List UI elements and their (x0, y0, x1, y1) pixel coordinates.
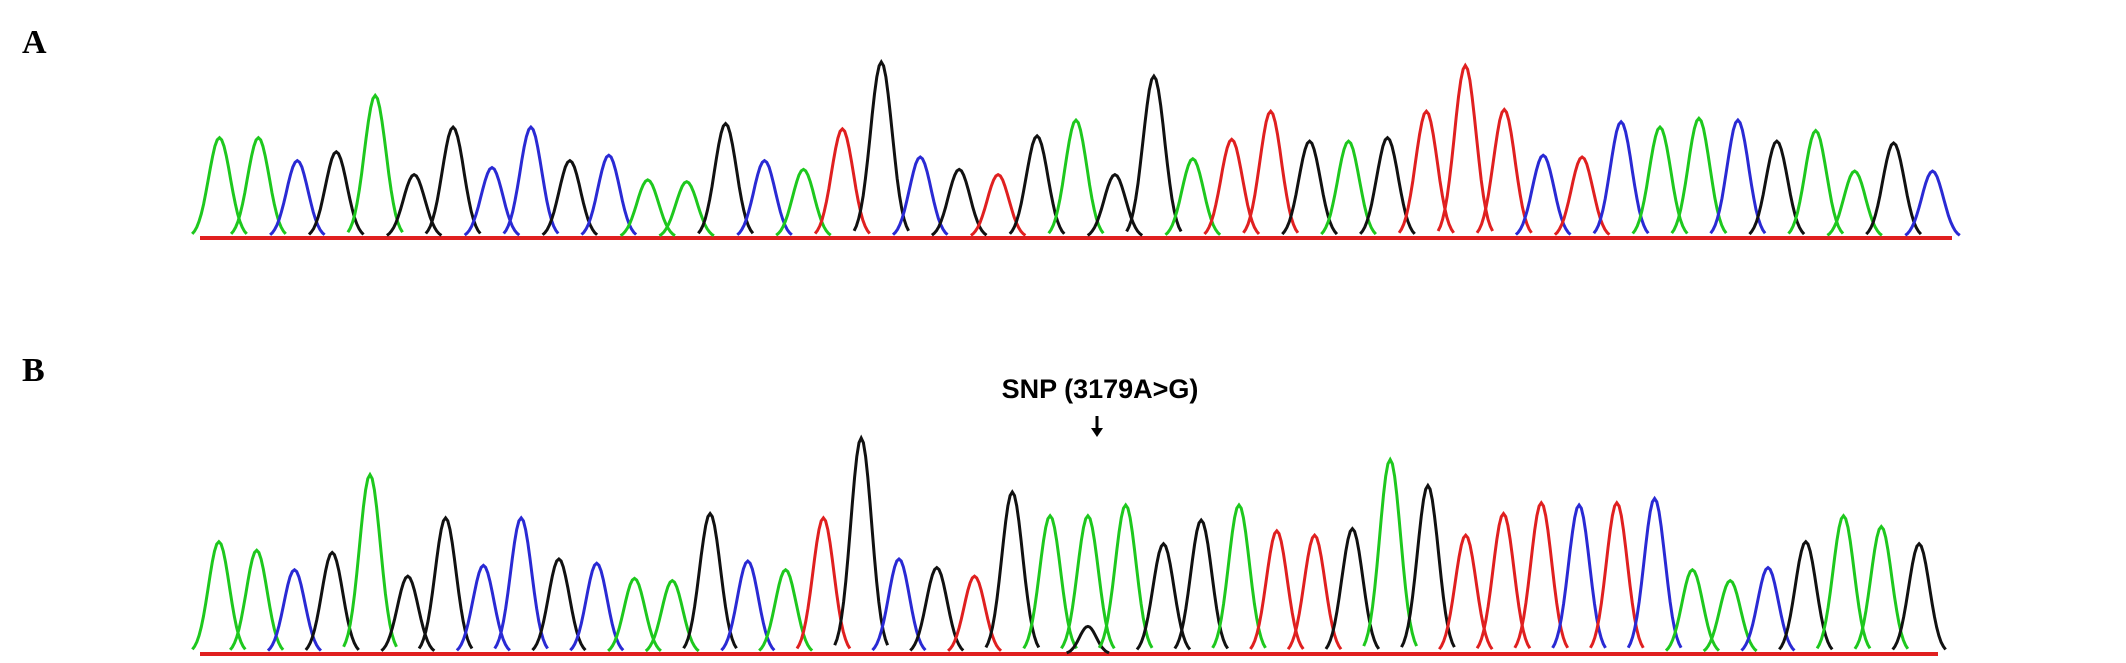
panel-label-a: A (22, 24, 47, 61)
peak-c (269, 158, 326, 236)
peak-g-minor (1066, 624, 1110, 655)
peak-g (531, 556, 587, 652)
peak-c (1904, 169, 1961, 237)
peak-a (1815, 513, 1872, 650)
peak-a (191, 135, 248, 235)
peak-g (984, 489, 1041, 649)
peak-a (1047, 117, 1105, 235)
peak-t (1286, 532, 1343, 651)
peak-t (795, 515, 852, 650)
peak-g (307, 149, 365, 236)
peak-c (1514, 153, 1572, 236)
peak-g (909, 565, 965, 652)
peak-a (775, 167, 832, 237)
peak-a (644, 578, 700, 653)
peak-g (1891, 541, 1947, 651)
peak-g (424, 124, 482, 235)
peak-a (229, 548, 285, 651)
peak-g (697, 121, 755, 235)
peak-a (229, 135, 287, 235)
peak-a (1362, 456, 1418, 647)
peak-c (871, 556, 927, 652)
peak-t (1475, 511, 1532, 650)
peak-a (1826, 169, 1883, 237)
peak-g (852, 58, 910, 232)
peak-t (970, 172, 1027, 237)
peak-t (813, 126, 871, 235)
peak-t (947, 574, 1003, 652)
snp-arrow-icon (1091, 416, 1103, 437)
peak-g (833, 434, 890, 646)
peak-a (1853, 524, 1910, 650)
peak-c (1592, 119, 1650, 235)
peak-a (1097, 502, 1154, 649)
peak-t (1475, 107, 1533, 234)
peak-g (1400, 482, 1456, 648)
peak-a (191, 539, 247, 651)
peak-g (1281, 139, 1339, 236)
peak-g (682, 511, 738, 650)
peak-t (1589, 500, 1645, 649)
peak-t (1397, 108, 1455, 234)
chromatogram-panel-a (191, 58, 1961, 240)
peak-g (1748, 139, 1806, 236)
peak-c (569, 561, 625, 652)
peak-c (502, 124, 560, 235)
peak-c (463, 165, 521, 237)
peak-c (1626, 495, 1683, 649)
peak-c (580, 153, 638, 236)
peak-c (720, 559, 776, 652)
peak-a (1060, 513, 1116, 650)
peak-a (1664, 567, 1720, 652)
peak-c (493, 515, 549, 650)
peak-a (758, 567, 814, 652)
peak-a (1670, 115, 1728, 234)
peak-c (736, 158, 793, 236)
peak-a (1631, 124, 1689, 235)
peak-t (1249, 528, 1305, 650)
peak-t (1553, 155, 1611, 236)
peak-a (658, 179, 715, 237)
peak-g (1324, 526, 1381, 650)
peak-a (342, 471, 398, 648)
peak-c (1709, 117, 1767, 235)
peak-g (304, 550, 360, 651)
chromatogram-panel-b (191, 434, 1947, 656)
peak-g (1173, 517, 1229, 650)
peak-c (891, 155, 949, 236)
peak-g (417, 515, 474, 650)
peak-t (1513, 500, 1570, 649)
peak-a (1022, 513, 1078, 650)
peak-g (1086, 172, 1144, 237)
peak-c (1551, 502, 1607, 649)
peak-a (1211, 502, 1267, 649)
snp-annotation-label: SNP (3179A>G) (1001, 374, 1199, 404)
peak-a (1787, 128, 1845, 235)
panel-label-b: B (22, 352, 45, 389)
peak-c (455, 563, 511, 652)
peak-g (1865, 141, 1923, 236)
peak-g (930, 167, 988, 237)
peak-a (607, 576, 662, 653)
peak-a (619, 178, 676, 237)
peak-g (1125, 73, 1183, 233)
peak-g (1008, 133, 1066, 235)
peak-a (346, 92, 404, 233)
peak-a (1320, 139, 1377, 236)
peak-g (541, 158, 599, 236)
peak-t (1436, 62, 1494, 232)
peak-t (1242, 108, 1300, 234)
